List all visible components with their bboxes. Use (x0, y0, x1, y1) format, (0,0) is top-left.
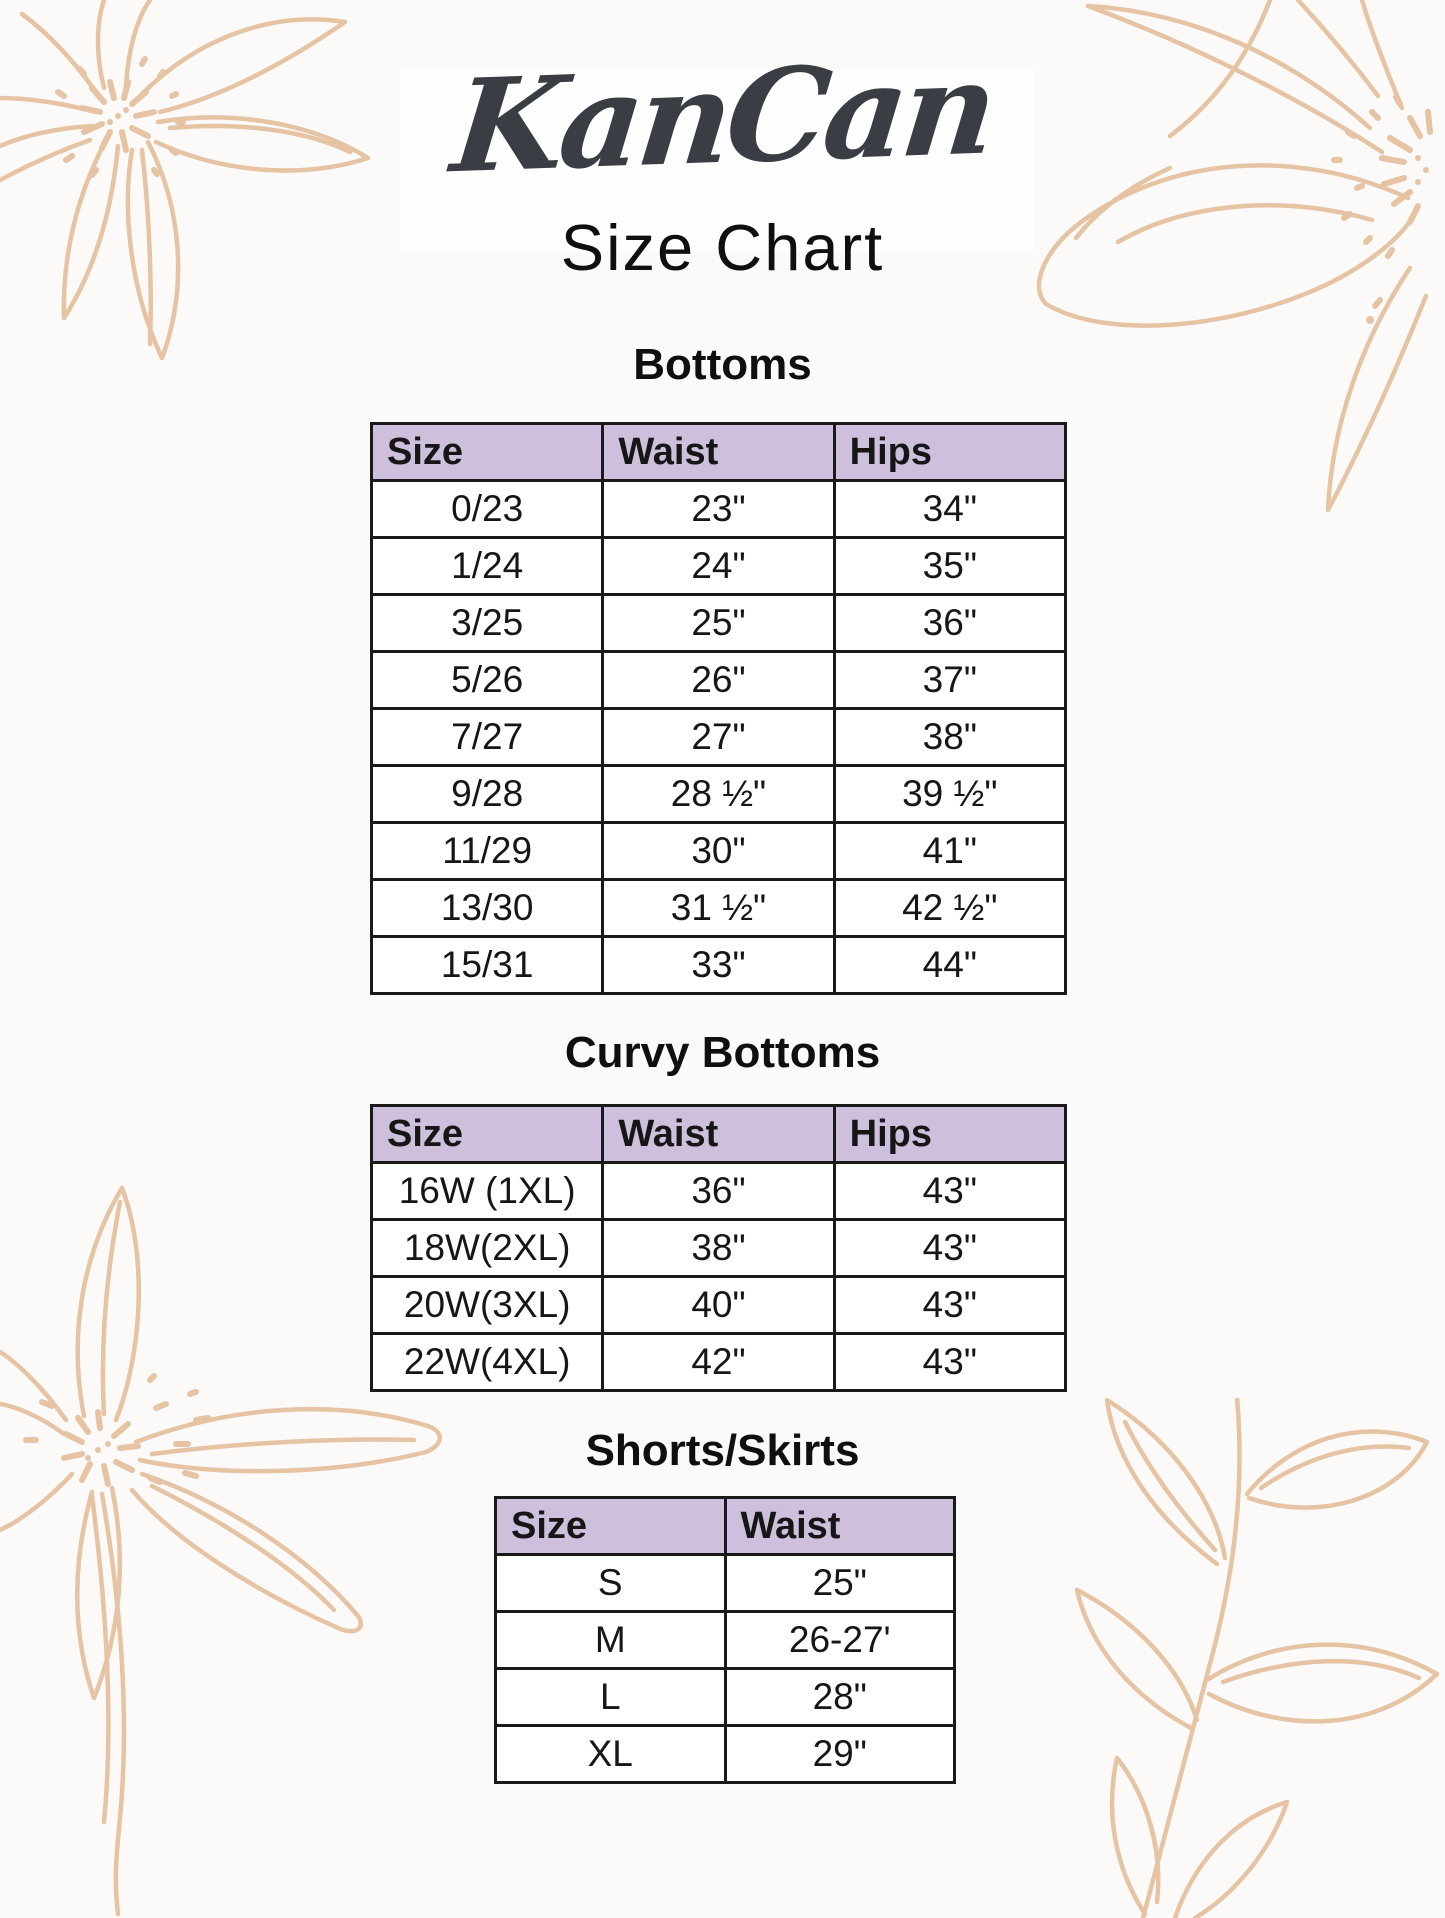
table-row: 5/26 26" 37" (369, 650, 1068, 710)
curvy-bottoms-table: Size Waist Hips 16W (1XL) 36" 43" 18W(2X… (369, 1104, 1068, 1392)
waist-cell: 30" (601, 821, 836, 881)
waist-cell: 40" (601, 1275, 836, 1335)
table-row: 11/29 30" 41" (369, 821, 1068, 881)
size-cell: 18W(2XL) (369, 1218, 605, 1278)
table-row: M 26-27' (494, 1610, 956, 1670)
hips-cell: 36" (832, 593, 1068, 653)
hips-cell: 43" (832, 1275, 1068, 1335)
size-cell: S (494, 1553, 727, 1613)
size-cell: 7/27 (369, 707, 605, 767)
size-cell: 0/23 (369, 479, 605, 539)
flower-decoration-bottom-left (0, 1185, 442, 1917)
size-cell: 15/31 (369, 935, 605, 995)
hips-cell: 39 ½" (832, 764, 1068, 824)
table-row: L 28" (494, 1667, 956, 1727)
section-title-shorts-skirts: Shorts/Skirts (585, 1426, 860, 1475)
size-cell: 16W (1XL) (369, 1161, 605, 1221)
flower-decoration-top-right (1036, 0, 1433, 513)
hips-cell: 35" (832, 536, 1068, 596)
waist-cell: 36" (601, 1161, 836, 1221)
size-cell: 11/29 (369, 821, 605, 881)
page-title: Size Chart (560, 211, 885, 284)
column-header-hips: Hips (832, 422, 1068, 482)
waist-cell: 23" (601, 479, 836, 539)
table-row: 1/24 24" 35" (369, 536, 1068, 596)
table-header-row: Size Waist Hips (369, 422, 1068, 482)
hips-cell: 43" (832, 1332, 1068, 1392)
column-header-waist: Waist (601, 1104, 836, 1164)
table-row: S 25" (494, 1553, 956, 1613)
table-row: 3/25 25" 36" (369, 593, 1068, 653)
hips-cell: 37" (832, 650, 1068, 710)
size-cell: 5/26 (369, 650, 605, 710)
size-cell: 22W(4XL) (369, 1332, 605, 1392)
table-row: 0/23 23" 34" (369, 479, 1068, 539)
waist-cell: 28" (723, 1667, 956, 1727)
waist-cell: 29" (723, 1724, 956, 1784)
table-row: 7/27 27" 38" (369, 707, 1068, 767)
size-cell: M (494, 1610, 727, 1670)
waist-cell: 31 ½" (601, 878, 836, 938)
size-cell: 9/28 (369, 764, 605, 824)
table-row: 15/31 33" 44" (369, 935, 1068, 995)
table-row: 22W(4XL) 42" 43" (369, 1332, 1068, 1392)
size-cell: 3/25 (369, 593, 605, 653)
size-cell: 1/24 (369, 536, 605, 596)
table-row: XL 29" (494, 1724, 956, 1784)
waist-cell: 26-27' (723, 1610, 956, 1670)
size-cell: 13/30 (369, 878, 605, 938)
hips-cell: 34" (832, 479, 1068, 539)
hips-cell: 43" (832, 1161, 1068, 1221)
leaf-branch-decoration-bottom-right (1074, 1398, 1440, 1918)
waist-cell: 27" (601, 707, 836, 767)
hips-cell: 44" (832, 935, 1068, 995)
hips-cell: 42 ½" (832, 878, 1068, 938)
size-cell: XL (494, 1724, 727, 1784)
column-header-size: Size (494, 1496, 727, 1556)
hips-cell: 43" (832, 1218, 1068, 1278)
waist-cell: 33" (601, 935, 836, 995)
column-header-size: Size (369, 1104, 605, 1164)
column-header-size: Size (369, 422, 605, 482)
table-row: 18W(2XL) 38" 43" (369, 1218, 1068, 1278)
size-cell: L (494, 1667, 727, 1727)
hips-cell: 38" (832, 707, 1068, 767)
waist-cell: 24" (601, 536, 836, 596)
waist-cell: 25" (723, 1553, 956, 1613)
waist-cell: 38" (601, 1218, 836, 1278)
waist-cell: 42" (601, 1332, 836, 1392)
bottoms-table: Size Waist Hips 0/23 23" 34" 1/24 24" 35… (369, 422, 1068, 995)
section-title-curvy-bottoms: Curvy Bottoms (564, 1028, 881, 1077)
hips-cell: 41" (832, 821, 1068, 881)
table-row: 9/28 28 ½" 39 ½" (369, 764, 1068, 824)
column-header-waist: Waist (601, 422, 836, 482)
table-header-row: Size Waist (494, 1496, 956, 1556)
column-header-hips: Hips (832, 1104, 1068, 1164)
table-row: 13/30 31 ½" 42 ½" (369, 878, 1068, 938)
logo-background (400, 70, 1035, 252)
waist-cell: 26" (601, 650, 836, 710)
flower-decoration-top-left (0, 0, 371, 361)
waist-cell: 25" (601, 593, 836, 653)
table-row: 16W (1XL) 36" 43" (369, 1161, 1068, 1221)
shorts-skirts-table: Size Waist S 25" M 26-27' L 28" XL 29" (494, 1496, 956, 1784)
size-cell: 20W(3XL) (369, 1275, 605, 1335)
section-title-bottoms: Bottoms (633, 340, 812, 389)
column-header-waist: Waist (723, 1496, 956, 1556)
table-header-row: Size Waist Hips (369, 1104, 1068, 1164)
waist-cell: 28 ½" (601, 764, 836, 824)
table-row: 20W(3XL) 40" 43" (369, 1275, 1068, 1335)
